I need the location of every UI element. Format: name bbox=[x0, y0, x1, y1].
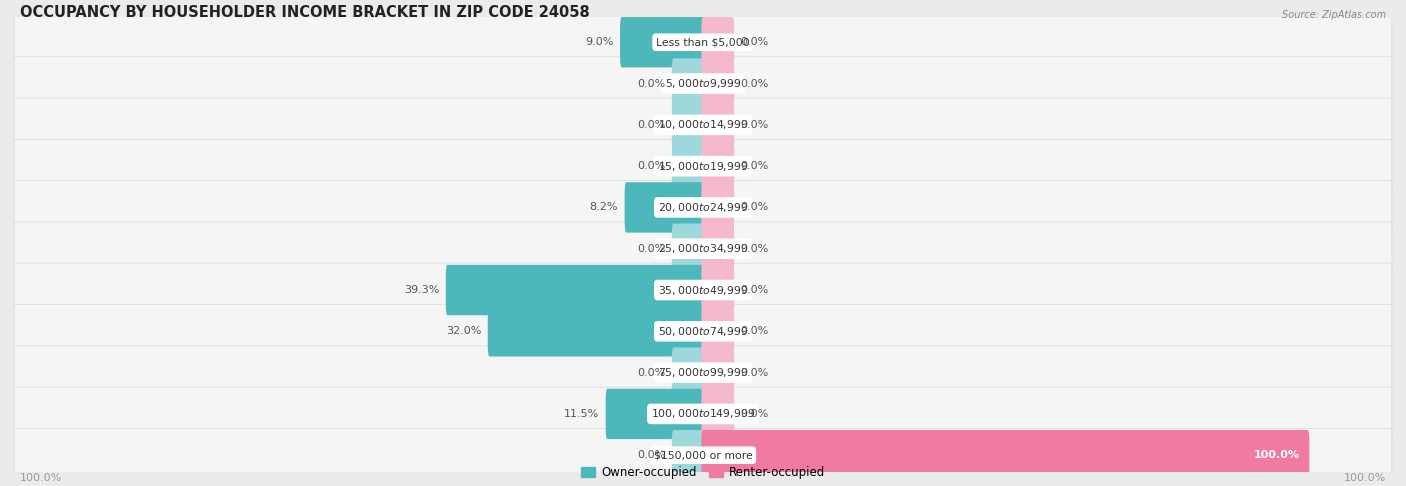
Text: 11.5%: 11.5% bbox=[564, 409, 599, 419]
Text: 0.0%: 0.0% bbox=[741, 120, 769, 130]
FancyBboxPatch shape bbox=[702, 306, 734, 357]
FancyBboxPatch shape bbox=[14, 57, 1392, 110]
Legend: Owner-occupied, Renter-occupied: Owner-occupied, Renter-occupied bbox=[576, 462, 830, 484]
FancyBboxPatch shape bbox=[14, 387, 1392, 441]
Text: 0.0%: 0.0% bbox=[637, 243, 665, 254]
Text: 0.0%: 0.0% bbox=[741, 79, 769, 88]
Text: $20,000 to $24,999: $20,000 to $24,999 bbox=[658, 201, 748, 214]
FancyBboxPatch shape bbox=[672, 58, 704, 109]
Text: $15,000 to $19,999: $15,000 to $19,999 bbox=[658, 159, 748, 173]
FancyBboxPatch shape bbox=[14, 16, 1392, 69]
Text: 8.2%: 8.2% bbox=[589, 203, 619, 212]
FancyBboxPatch shape bbox=[672, 347, 704, 398]
FancyBboxPatch shape bbox=[702, 182, 734, 233]
Text: 0.0%: 0.0% bbox=[741, 203, 769, 212]
Text: 0.0%: 0.0% bbox=[741, 285, 769, 295]
Text: 0.0%: 0.0% bbox=[637, 120, 665, 130]
FancyBboxPatch shape bbox=[702, 265, 734, 315]
FancyBboxPatch shape bbox=[702, 17, 734, 68]
FancyBboxPatch shape bbox=[14, 346, 1392, 399]
FancyBboxPatch shape bbox=[14, 304, 1392, 358]
Text: Less than $5,000: Less than $5,000 bbox=[657, 37, 749, 47]
FancyBboxPatch shape bbox=[702, 141, 734, 191]
Text: 0.0%: 0.0% bbox=[741, 367, 769, 378]
FancyBboxPatch shape bbox=[702, 389, 734, 439]
Text: 9.0%: 9.0% bbox=[585, 37, 613, 47]
Text: $100,000 to $149,999: $100,000 to $149,999 bbox=[651, 407, 755, 420]
FancyBboxPatch shape bbox=[672, 430, 704, 480]
Text: $25,000 to $34,999: $25,000 to $34,999 bbox=[658, 242, 748, 255]
Text: 0.0%: 0.0% bbox=[637, 161, 665, 171]
FancyBboxPatch shape bbox=[702, 430, 1309, 480]
Text: 0.0%: 0.0% bbox=[637, 79, 665, 88]
FancyBboxPatch shape bbox=[14, 428, 1392, 482]
Text: 0.0%: 0.0% bbox=[637, 450, 665, 460]
FancyBboxPatch shape bbox=[14, 222, 1392, 276]
Text: $10,000 to $14,999: $10,000 to $14,999 bbox=[658, 118, 748, 131]
FancyBboxPatch shape bbox=[446, 265, 704, 315]
Text: $150,000 or more: $150,000 or more bbox=[654, 450, 752, 460]
Text: $5,000 to $9,999: $5,000 to $9,999 bbox=[665, 77, 741, 90]
Text: 100.0%: 100.0% bbox=[1254, 450, 1299, 460]
FancyBboxPatch shape bbox=[624, 182, 704, 233]
Text: 32.0%: 32.0% bbox=[446, 326, 481, 336]
Text: $50,000 to $74,999: $50,000 to $74,999 bbox=[658, 325, 748, 338]
Text: 39.3%: 39.3% bbox=[404, 285, 439, 295]
Text: 100.0%: 100.0% bbox=[20, 473, 62, 483]
FancyBboxPatch shape bbox=[620, 17, 704, 68]
Text: 0.0%: 0.0% bbox=[741, 326, 769, 336]
Text: OCCUPANCY BY HOUSEHOLDER INCOME BRACKET IN ZIP CODE 24058: OCCUPANCY BY HOUSEHOLDER INCOME BRACKET … bbox=[20, 4, 591, 19]
Text: 0.0%: 0.0% bbox=[741, 161, 769, 171]
Text: Source: ZipAtlas.com: Source: ZipAtlas.com bbox=[1282, 10, 1386, 19]
Text: 100.0%: 100.0% bbox=[1344, 473, 1386, 483]
FancyBboxPatch shape bbox=[672, 224, 704, 274]
FancyBboxPatch shape bbox=[14, 139, 1392, 193]
Text: 0.0%: 0.0% bbox=[741, 243, 769, 254]
Text: 0.0%: 0.0% bbox=[741, 409, 769, 419]
Text: 0.0%: 0.0% bbox=[637, 367, 665, 378]
FancyBboxPatch shape bbox=[672, 100, 704, 150]
FancyBboxPatch shape bbox=[702, 58, 734, 109]
FancyBboxPatch shape bbox=[702, 224, 734, 274]
FancyBboxPatch shape bbox=[14, 263, 1392, 317]
FancyBboxPatch shape bbox=[702, 347, 734, 398]
Text: $35,000 to $49,999: $35,000 to $49,999 bbox=[658, 283, 748, 296]
FancyBboxPatch shape bbox=[14, 98, 1392, 152]
FancyBboxPatch shape bbox=[702, 100, 734, 150]
FancyBboxPatch shape bbox=[672, 141, 704, 191]
FancyBboxPatch shape bbox=[606, 389, 704, 439]
FancyBboxPatch shape bbox=[14, 181, 1392, 234]
Text: $75,000 to $99,999: $75,000 to $99,999 bbox=[658, 366, 748, 379]
FancyBboxPatch shape bbox=[488, 306, 704, 357]
Text: 0.0%: 0.0% bbox=[741, 37, 769, 47]
